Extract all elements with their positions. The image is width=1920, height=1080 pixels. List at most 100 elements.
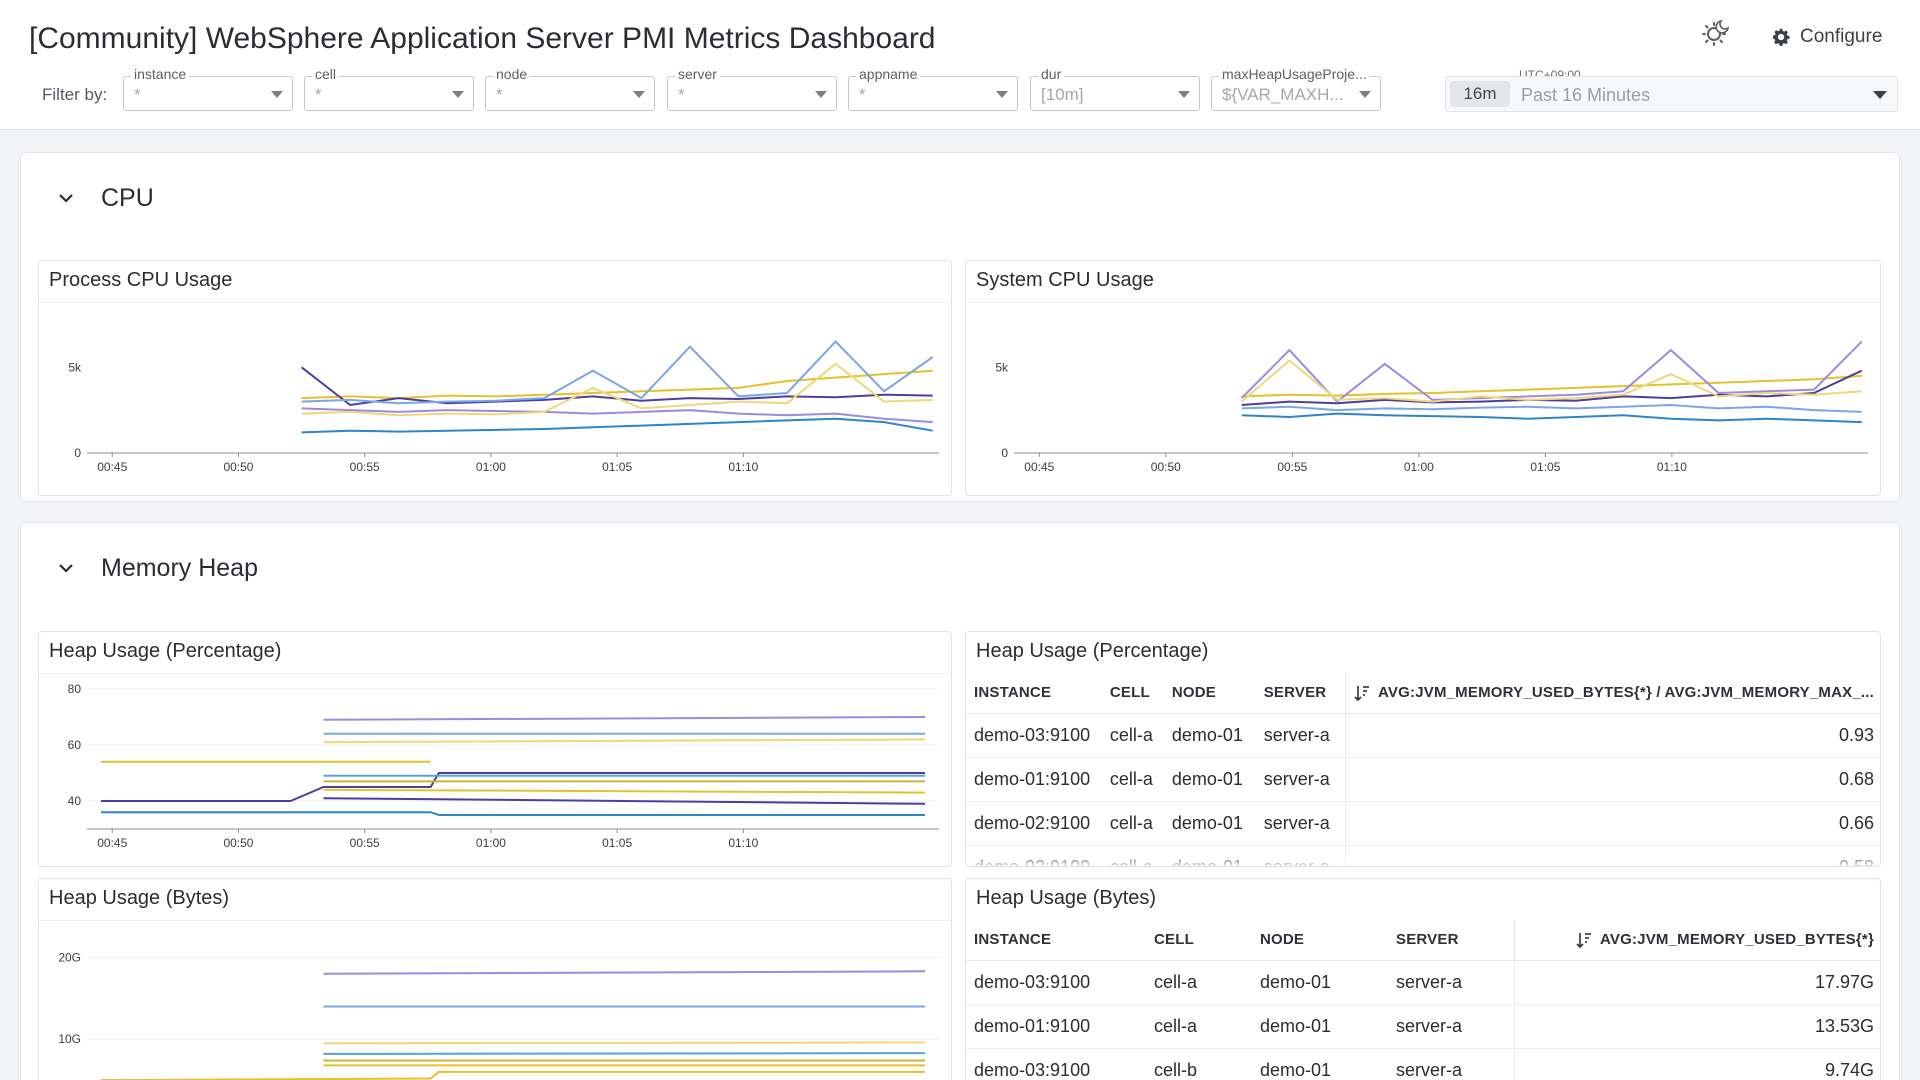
panel-title: System CPU Usage <box>976 269 1154 291</box>
cell-node: demo-01 <box>1163 801 1256 846</box>
panel-process-cpu-usage: Process CPU Usage 0 5k 00:45 00:50 00:55 01:0… <box>38 260 952 496</box>
x-tick-label: 00:55 <box>350 460 380 474</box>
panel-title: Heap Usage (Percentage) <box>976 640 1209 662</box>
series-line <box>301 407 933 424</box>
table-row[interactable]: demo-03:9100 cell-a demo-01 server-a 0.9… <box>966 713 1880 758</box>
cell-cell: cell-a <box>1146 960 1252 1005</box>
filter-value: [10m] <box>1041 85 1084 104</box>
cell-value: 9.74G <box>1513 1048 1880 1080</box>
series-line <box>323 797 926 805</box>
column-header-value[interactable]: AVG:JVM_MEMORY_USED_BYTES{*} / AVG:JVM_M… <box>1345 673 1880 714</box>
series-line <box>1240 340 1863 403</box>
series-line <box>1241 403 1862 413</box>
filter-appname[interactable]: appname * <box>848 66 1018 111</box>
series-line <box>301 369 933 400</box>
x-tick-label: 01:05 <box>602 460 632 474</box>
y-tick-label: 20G <box>58 950 81 964</box>
filter-label: maxHeapUsageProje... <box>1219 66 1370 82</box>
x-tick-label: 00:55 <box>350 836 380 850</box>
time-range-badge: 16m <box>1450 81 1510 107</box>
filter-instance[interactable]: instance * <box>123 66 293 111</box>
filter-label: node <box>493 66 531 82</box>
cell-server: server-a <box>1388 1048 1514 1080</box>
column-header-cell[interactable]: CELL <box>1146 920 1252 961</box>
series-line <box>301 362 933 417</box>
column-header-cell[interactable]: CELL <box>1101 673 1164 714</box>
x-tick-label: 00:55 <box>1277 460 1307 474</box>
configure-label: Configure <box>1800 26 1883 47</box>
series-line <box>101 772 925 802</box>
heap-percentage-line-chart: 40 60 80 00:45 00:50 00:55 01:00 01:05 01:10 <box>68 682 939 850</box>
filter-label: dur <box>1038 66 1065 82</box>
series-line <box>323 788 926 794</box>
series-line <box>101 811 925 816</box>
column-header-node[interactable]: NODE <box>1252 920 1388 961</box>
cell-value: 13.53G <box>1513 1004 1880 1049</box>
group-memory-heap-header[interactable]: Memory Heap <box>51 553 258 583</box>
y-tick-label: 80 <box>68 682 82 696</box>
series-line <box>1241 359 1862 403</box>
filter-max-heap-usage-projection[interactable]: maxHeapUsageProje... ${VAR_MAXH... <box>1211 66 1381 111</box>
y-tick-label: 60 <box>68 738 82 752</box>
table-row[interactable]: demo-03:9100 cell-b demo-01 server-a 9.7… <box>966 1048 1880 1080</box>
panel-title: Heap Usage (Percentage) <box>49 640 282 662</box>
configure-button[interactable]: Configure <box>1772 26 1882 48</box>
x-tick-label: 01:10 <box>728 460 758 474</box>
x-tick-label: 01:10 <box>728 836 758 850</box>
cell-instance: demo-01:9100 <box>966 1004 1146 1049</box>
group-title: CPU <box>101 183 154 212</box>
column-header-server[interactable]: SERVER <box>1388 920 1514 961</box>
x-tick-label: 01:05 <box>602 836 632 850</box>
cell-server: server-a <box>1255 713 1346 758</box>
filter-by-label: Filter by: <box>42 85 108 104</box>
x-tick-label: 01:00 <box>476 460 506 474</box>
filter-dur[interactable]: dur [10m] <box>1030 66 1200 111</box>
column-header-instance[interactable]: INSTANCE <box>966 920 1146 961</box>
page-title: [Community] WebSphere Application Server… <box>29 22 936 55</box>
table-header-row: INSTANCE CELL NODE SERVER AVG:JVM_MEMORY… <box>966 673 1880 714</box>
sun-moon-icon <box>1702 19 1730 46</box>
x-tick-label: 00:45 <box>97 460 127 474</box>
series-line <box>323 1041 926 1045</box>
y-tick-label: 40 <box>68 794 82 808</box>
cell-cell: cell-a <box>1146 1004 1252 1049</box>
x-tick-label: 01:00 <box>1404 460 1434 474</box>
panel-heap-usage-percentage-chart: Heap Usage (Percentage) 40 60 80 00:45 00:50… <box>38 631 952 867</box>
cell-value: 0.93 <box>1345 713 1880 758</box>
cell-instance: demo-02:9100 <box>966 801 1102 846</box>
theme-toggle-button[interactable] <box>1700 18 1730 48</box>
caret-down-icon <box>271 91 283 98</box>
table-row[interactable]: demo-01:9100 cell-a demo-01 server-a 13.… <box>966 1004 1880 1049</box>
chevron-down-icon <box>59 564 73 573</box>
column-header-label: AVG:JVM_MEMORY_USED_BYTES{*} / AVG:JVM_M… <box>1378 683 1874 701</box>
panel-heap-usage-percentage-table: Heap Usage (Percentage) INSTANCE CELL NO… <box>965 631 1881 867</box>
y-tick-label: 0 <box>1001 446 1008 460</box>
series-line <box>323 1052 926 1055</box>
cell-node: demo-01 <box>1252 1004 1388 1049</box>
time-range-picker[interactable]: 16m Past 16 Minutes <box>1445 76 1898 112</box>
cell-server: server-a <box>1388 960 1514 1005</box>
column-header-server[interactable]: SERVER <box>1255 673 1346 714</box>
filter-label: server <box>675 66 720 82</box>
caret-down-icon <box>452 91 464 98</box>
x-tick-label: 01:00 <box>476 836 506 850</box>
table-row[interactable]: demo-01:9100 cell-a demo-01 server-a 0.6… <box>966 757 1880 802</box>
cell-server: server-a <box>1388 1004 1514 1049</box>
y-tick-label: 10G <box>58 1032 81 1046</box>
filter-cell[interactable]: cell * <box>304 66 474 111</box>
table-row[interactable]: demo-03:9100 cell-a demo-01 server-a 17.… <box>966 960 1880 1005</box>
table-row[interactable]: demo-02:9100 cell-a demo-01 server-a 0.6… <box>966 801 1880 846</box>
filter-server[interactable]: server * <box>667 66 837 111</box>
group-cpu-header[interactable]: CPU <box>51 183 154 213</box>
column-header-node[interactable]: NODE <box>1163 673 1256 714</box>
cell-server: server-a <box>1255 757 1346 802</box>
filter-value: * <box>315 85 322 104</box>
cell-server: server-a <box>1255 801 1346 846</box>
filter-node[interactable]: node * <box>485 66 655 111</box>
filter-value: * <box>678 85 685 104</box>
dashboard-header: [Community] WebSphere Application Server… <box>0 0 1920 130</box>
column-header-instance[interactable]: INSTANCE <box>966 673 1102 714</box>
cell-node: demo-01 <box>1163 713 1256 758</box>
column-header-value[interactable]: AVG:JVM_MEMORY_USED_BYTES{*} <box>1513 920 1880 961</box>
filter-label: appname <box>856 66 921 82</box>
